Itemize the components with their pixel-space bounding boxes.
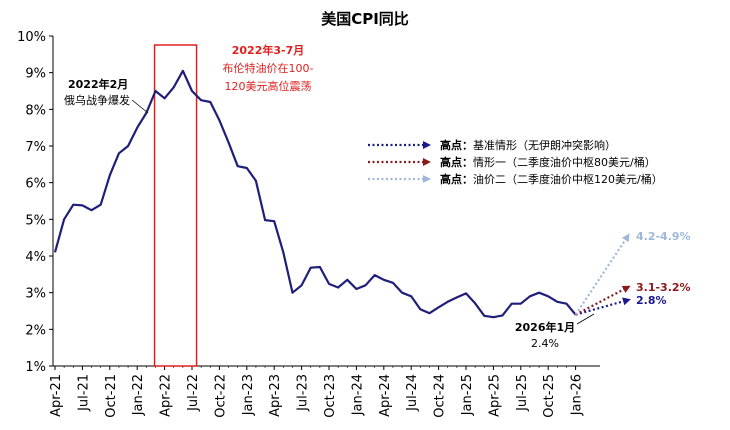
x-tick-label: Apr-24 — [378, 374, 393, 417]
y-tick-label: 10% — [17, 30, 46, 45]
scenario-label: 2.8% — [636, 294, 667, 307]
x-tick-label: Oct-23 — [323, 374, 338, 418]
annotation-last: 2026年1月 2.4% — [515, 313, 595, 350]
legend-prefix: 高点： — [440, 138, 473, 152]
highlight-box-layer — [153, 44, 198, 367]
highlight-box — [153, 44, 198, 367]
y-tick-label: 6% — [25, 177, 46, 192]
axes: 1% 2% 3% 4% 5% 6% 7% 8% 9% 10% Apr-21 Jul-21 Oct-21 J… — [17, 30, 600, 418]
annotation-oil: 2022年3-7月 布伦特油价在100- 120美元高位震荡 — [223, 43, 314, 93]
x-tick-label: Jul-25 — [515, 374, 530, 412]
x-tick-label: Oct-22 — [213, 374, 228, 418]
legend: 高点： 基准情形（无伊朗冲突影响）高点： 情形一（二季度油价中枢80美元/桶）高点：… — [368, 138, 663, 186]
x-tick-label: Jul-21 — [76, 374, 91, 412]
annotation-last-date: 2026年1月 — [515, 320, 575, 334]
y-tick-label: 2% — [25, 323, 46, 338]
legend-prefix: 高点： — [440, 155, 473, 169]
annotation-war-leader — [131, 99, 149, 114]
y-tick-label: 1% — [25, 360, 46, 375]
y-tick-label: 7% — [25, 140, 46, 155]
scenario-label: 3.1-3.2% — [636, 281, 691, 294]
annotation-oil-line1: 布伦特油价在100- — [223, 61, 314, 75]
annotation-oil-date: 2022年3-7月 — [232, 43, 305, 57]
x-tick-label: Jan-24 — [350, 374, 365, 416]
x-tick-label: Apr-21 — [49, 374, 64, 417]
scenario-arrow — [575, 297, 631, 316]
x-tick-label: Apr-23 — [268, 374, 283, 417]
x-tick-label: Jul-23 — [296, 374, 311, 412]
x-tick-label: Jan-22 — [131, 374, 146, 416]
y-tick-label: 3% — [25, 287, 46, 302]
x-tick-label: Jan-26 — [570, 374, 585, 416]
cpi-series-line — [53, 69, 577, 319]
chart-title: 美国CPI同比 — [321, 10, 409, 28]
annotation-war-text: 俄乌战争爆发 — [64, 93, 130, 107]
annotation-war: 2022年2月 俄乌战争爆发 — [64, 77, 149, 114]
x-tick-label: Apr-22 — [159, 374, 174, 417]
scenario-label: 4.2-4.9% — [636, 230, 691, 243]
x-tick-label: Oct-21 — [104, 374, 119, 418]
y-tick-label: 4% — [25, 250, 46, 265]
x-tick-label: Jan-23 — [241, 374, 256, 416]
legend-item-text: 情形一（二季度油价中枢80美元/桶） — [473, 155, 656, 169]
legend-item-text: 油价二（二季度油价中枢120美元/桶） — [473, 172, 663, 186]
annotation-war-date: 2022年2月 — [68, 77, 128, 91]
y-tick-label: 8% — [25, 103, 46, 118]
x-tick-label: Apr-25 — [487, 374, 502, 417]
scenario-layer: 2.8%3.1-3.2% 4.2-4.9% — [574, 230, 691, 316]
y-tick-label: 9% — [25, 67, 46, 82]
x-tick-label: Jul-22 — [186, 374, 201, 412]
x-tick-label: Oct-24 — [433, 374, 448, 418]
x-tick-label: Jul-24 — [405, 374, 420, 412]
x-tick-label: Oct-25 — [542, 374, 557, 418]
annotation-last-value: 2.4% — [531, 337, 559, 350]
series-layer — [53, 69, 577, 319]
legend-item-text: 基准情形（无伊朗冲突影响） — [473, 138, 616, 152]
annotation-last-leader — [576, 313, 595, 325]
scenario-arrow — [575, 285, 631, 316]
annotation-oil-line2: 120美元高位震荡 — [225, 79, 312, 93]
x-tick-label: Jan-25 — [460, 374, 475, 416]
legend-prefix: 高点： — [440, 172, 473, 186]
y-tick-label: 5% — [25, 213, 46, 228]
